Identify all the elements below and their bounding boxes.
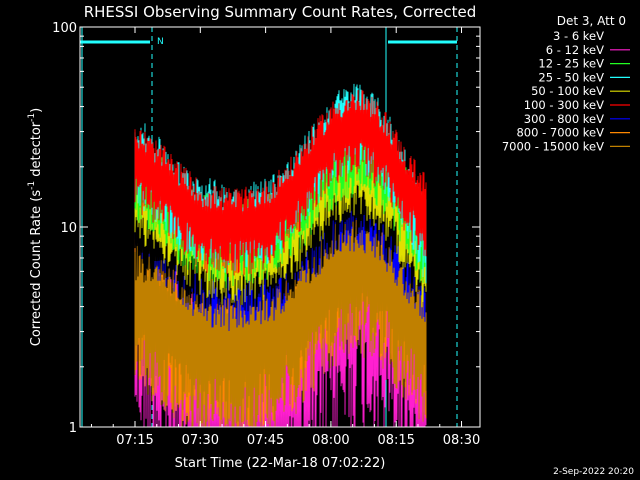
x-tick-label: 07:45 [247,433,284,448]
plot-area [80,27,458,428]
legend-label: 7000 - 15000 keV [502,139,604,153]
y-label-mid: detector [29,121,44,181]
y-axis-label: Corrected Count Rate (s-1 detector-1) [27,108,44,346]
legend-label: 100 - 300 keV [524,98,604,112]
x-tick-label: 08:00 [312,433,349,448]
y-label-end: ) [29,108,44,113]
series-5-trace [134,89,427,276]
footer-date: 2-Sep-2022 20:20 [553,467,634,477]
legend-label: 300 - 800 keV [524,112,604,126]
x-tick-label: 07:15 [116,433,153,448]
y-tick-label: 10 [60,221,77,236]
annotation-n: N [157,37,164,47]
x-tick-label: 07:30 [182,433,219,448]
legend-header: Det 3, Att 0 [557,14,626,28]
x-tick-label: 08:30 [443,433,480,448]
y-tick-label: 100 [52,21,77,36]
y-axis: 1 10 100 [52,21,480,436]
chart-title: RHESSI Observing Summary Count Rates, Co… [84,3,477,21]
x-axis: 07:15 07:30 07:45 08:00 08:15 08:30 [90,27,480,448]
y-label-sup1: -1 [27,181,37,190]
legend-label: 12 - 25 keV [538,57,604,71]
y-label-main: Corrected Count Rate (s [29,190,44,347]
legend-label: 50 - 100 keV [531,84,604,98]
y-tick-label: 1 [69,421,77,436]
y-label-sup2: -1 [27,113,37,122]
legend-label: 6 - 12 keV [546,43,604,57]
x-axis-label: Start Time (22-Mar-18 07:02:22) [175,456,386,471]
legend-label: 3 - 6 keV [553,29,604,43]
legend-label: 25 - 50 keV [538,70,604,84]
x-tick-label: 08:15 [377,433,414,448]
legend-label: 800 - 7000 keV [516,126,604,140]
